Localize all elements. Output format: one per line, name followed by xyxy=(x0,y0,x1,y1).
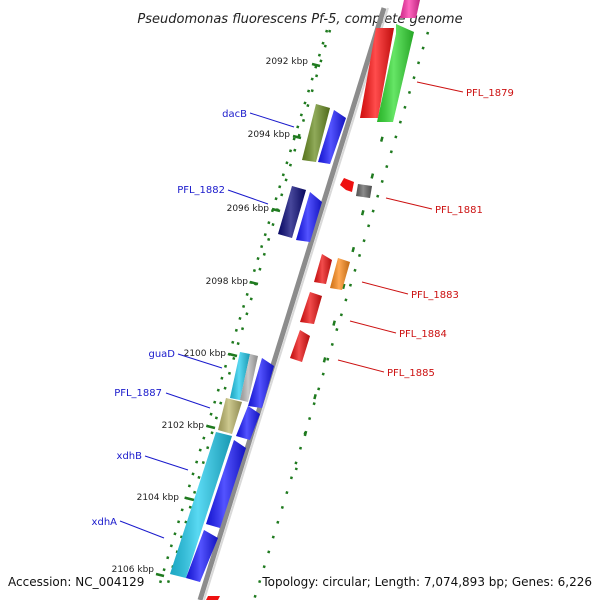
tick-mark xyxy=(206,424,216,430)
leader-line xyxy=(249,112,295,128)
leader-line xyxy=(337,359,385,373)
gene-label[interactable]: PFL_1885 xyxy=(387,368,435,379)
leader-line xyxy=(177,353,223,369)
sequence-backbone xyxy=(197,7,387,600)
tick-mark xyxy=(185,496,195,502)
gene-pfl-1885[interactable] xyxy=(290,330,310,362)
tick-label: 2098 kbp xyxy=(206,277,249,287)
accession-text: Accession: NC_004129 xyxy=(8,575,144,589)
gene-label[interactable]: PFL_1881 xyxy=(435,205,483,216)
leader-line xyxy=(349,320,397,334)
gene-xdha[interactable] xyxy=(186,530,218,582)
tick-mark xyxy=(155,572,165,578)
gene-pfl-1882[interactable] xyxy=(278,186,322,242)
tick-mark xyxy=(311,62,321,68)
tick-label: 2102 kbp xyxy=(162,421,205,431)
gene-pfl-1884[interactable] xyxy=(300,292,322,324)
leader-line xyxy=(144,455,189,471)
gene-bottom-red[interactable] xyxy=(206,596,220,600)
gene-xdhb[interactable] xyxy=(206,440,246,528)
gene-magenta[interactable] xyxy=(400,0,420,18)
gene-green[interactable] xyxy=(377,24,414,122)
gene-pfl-1883[interactable] xyxy=(314,254,350,290)
gene-guad[interactable] xyxy=(230,352,274,408)
dotted-row-right-ticks xyxy=(294,99,394,471)
gene-label[interactable]: guaD xyxy=(148,349,175,360)
leader-line xyxy=(119,520,165,539)
tick-label: 2100 kbp xyxy=(184,349,227,359)
gene-xdh-cyan[interactable] xyxy=(170,432,232,578)
right-label-leaders xyxy=(337,81,464,373)
backbone-highlight xyxy=(203,7,389,600)
tick-mark xyxy=(228,352,238,358)
gene-dacb[interactable] xyxy=(302,104,346,164)
gene-label[interactable]: PFL_1882 xyxy=(177,185,225,196)
tick-marks xyxy=(155,62,321,578)
tick-mark xyxy=(249,280,259,286)
leader-line xyxy=(385,197,433,210)
gene-pfl-1881[interactable] xyxy=(340,178,372,198)
tick-label: 2094 kbp xyxy=(248,130,291,140)
tick-label: 2096 kbp xyxy=(227,204,270,214)
tick-label: 2104 kbp xyxy=(137,493,180,503)
gene-label[interactable]: dacB xyxy=(222,109,247,120)
tick-label: 2106 kbp xyxy=(112,565,155,575)
gene-pfl-1879[interactable] xyxy=(360,28,394,118)
topology-text: Topology: circular; Length: 7,074,893 bp… xyxy=(261,575,592,589)
tick-mark xyxy=(271,207,281,213)
gene-label[interactable]: PFL_1884 xyxy=(399,329,447,340)
gene-pfl-1887[interactable] xyxy=(218,398,260,440)
leader-line xyxy=(361,281,409,295)
tick-mark xyxy=(292,134,302,140)
gene-label[interactable]: xdhB xyxy=(117,451,143,462)
gene-label[interactable]: xdhA xyxy=(92,517,118,528)
left-label-leaders xyxy=(119,112,295,539)
leader-line xyxy=(416,81,464,93)
leader-line xyxy=(165,392,211,409)
leader-line xyxy=(227,189,269,205)
gene-label[interactable]: PFL_1887 xyxy=(114,388,162,399)
gene-label[interactable]: PFL_1879 xyxy=(466,88,514,99)
tick-label: 2092 kbp xyxy=(266,57,309,67)
gene-label[interactable]: PFL_1883 xyxy=(411,290,459,301)
